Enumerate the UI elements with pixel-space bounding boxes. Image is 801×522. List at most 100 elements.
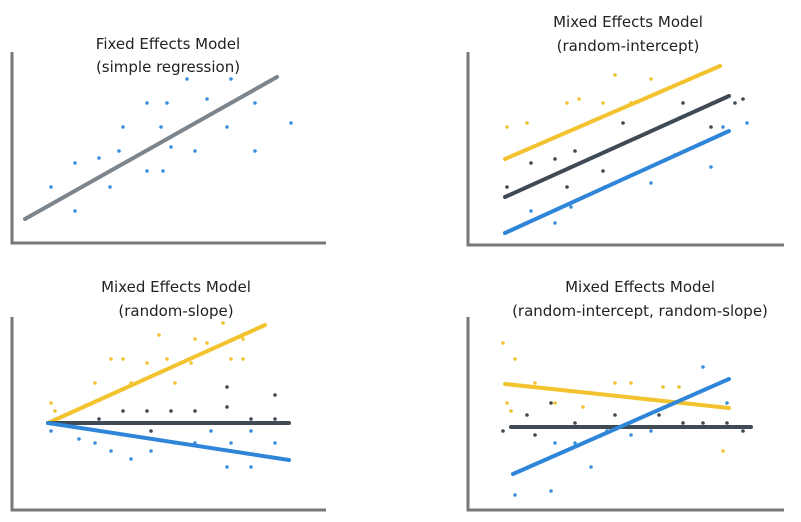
panel-rs-points-blue xyxy=(49,429,277,469)
data-point xyxy=(649,181,653,185)
fixed-regression-line xyxy=(23,75,279,221)
panel-rb-points-blue xyxy=(513,365,729,497)
panel-random-slope: Mixed Effects Model (random-slope) xyxy=(10,278,326,512)
data-point xyxy=(149,449,153,453)
data-point xyxy=(253,149,257,153)
data-point xyxy=(553,221,557,225)
data-point xyxy=(565,185,569,189)
data-point xyxy=(513,357,517,361)
panel-rb-axes xyxy=(466,317,784,512)
data-point xyxy=(73,161,77,165)
data-point xyxy=(513,493,517,497)
data-point xyxy=(77,437,81,441)
data-point xyxy=(173,381,177,385)
data-point xyxy=(241,337,245,341)
data-point xyxy=(73,209,77,213)
data-point xyxy=(149,429,153,433)
data-point xyxy=(97,417,101,421)
data-point xyxy=(109,357,113,361)
data-point xyxy=(145,409,149,413)
data-point xyxy=(225,465,229,469)
data-point xyxy=(613,73,617,77)
data-point xyxy=(53,409,57,413)
data-point xyxy=(657,413,661,417)
data-point xyxy=(193,337,197,341)
data-point xyxy=(97,156,101,160)
data-point xyxy=(225,385,229,389)
data-point xyxy=(169,409,173,413)
data-point xyxy=(249,417,253,421)
data-point xyxy=(145,101,149,105)
ri-group-line-blue xyxy=(503,129,731,235)
data-point xyxy=(241,357,245,361)
rs-group-line-blue xyxy=(46,421,291,462)
panel-ri-title-line2: (random-intercept) xyxy=(557,37,700,55)
data-point xyxy=(229,357,233,361)
panel-rb-points-yellow xyxy=(501,341,725,453)
data-point xyxy=(577,97,581,101)
data-point xyxy=(549,401,553,405)
data-point xyxy=(629,433,633,437)
data-point xyxy=(525,121,529,125)
data-point xyxy=(629,381,633,385)
data-point xyxy=(573,441,577,445)
data-point xyxy=(121,357,125,361)
panel-random-intercept: Mixed Effects Model (random-intercept) xyxy=(466,13,784,247)
data-point xyxy=(529,161,533,165)
data-point xyxy=(677,385,681,389)
data-point xyxy=(93,381,97,385)
data-point xyxy=(253,101,257,105)
data-point xyxy=(109,449,113,453)
data-point xyxy=(205,341,209,345)
data-point xyxy=(709,125,713,129)
data-point xyxy=(529,209,533,213)
data-point xyxy=(169,145,173,149)
panel-rb-title-line1: Mixed Effects Model xyxy=(565,278,715,296)
data-point xyxy=(225,125,229,129)
panel-fixed-points xyxy=(49,77,293,213)
data-point xyxy=(205,97,209,101)
panel-random-both: Mixed Effects Model (random-intercept, r… xyxy=(466,278,784,512)
data-point xyxy=(221,321,225,325)
data-point xyxy=(565,101,569,105)
data-point xyxy=(505,185,509,189)
data-point xyxy=(117,149,121,153)
data-point xyxy=(193,149,197,153)
data-point xyxy=(741,97,745,101)
data-point xyxy=(701,365,705,369)
data-point xyxy=(573,149,577,153)
data-point xyxy=(193,409,197,413)
panel-ri-axes xyxy=(466,52,784,247)
data-point xyxy=(601,169,605,173)
data-point xyxy=(145,361,149,365)
data-point xyxy=(289,121,293,125)
data-point xyxy=(49,401,53,405)
panel-fixed-title-line2: (simple regression) xyxy=(96,58,240,76)
data-point xyxy=(733,101,737,105)
data-point xyxy=(509,409,513,413)
data-point xyxy=(249,429,253,433)
panel-rs-points-dark xyxy=(73,385,277,433)
data-point xyxy=(549,489,553,493)
data-point xyxy=(209,429,213,433)
ri-fixed-line-dark xyxy=(503,94,731,199)
panel-rs-title-line2: (random-slope) xyxy=(118,302,233,320)
data-point xyxy=(165,101,169,105)
panel-fixed-title-line1: Fixed Effects Model xyxy=(96,35,240,53)
data-point xyxy=(93,441,97,445)
rb-group-line-blue xyxy=(511,377,731,476)
data-point xyxy=(525,413,529,417)
data-point xyxy=(573,421,577,425)
data-point xyxy=(533,381,537,385)
data-point xyxy=(108,185,112,189)
panel-rb-title-line2: (random-intercept, random-slope) xyxy=(512,302,768,320)
data-point xyxy=(501,341,505,345)
data-point xyxy=(273,393,277,397)
ri-group-line-yellow xyxy=(503,64,722,161)
rb-group-line-yellow xyxy=(503,382,731,410)
data-point xyxy=(129,457,133,461)
data-point xyxy=(725,401,729,405)
data-point xyxy=(725,421,729,425)
data-point xyxy=(649,429,653,433)
